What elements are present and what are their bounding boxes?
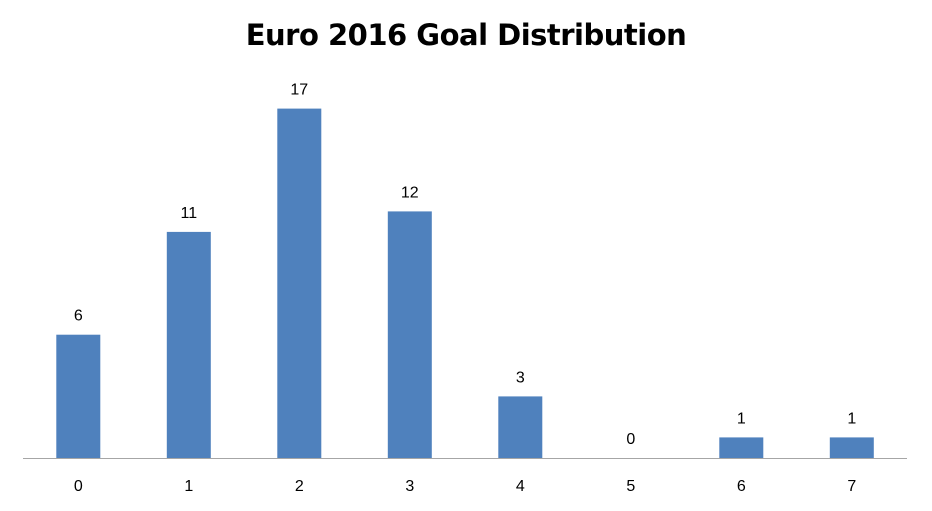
data-label-7: 1	[847, 410, 856, 427]
data-label-3: 12	[401, 184, 419, 201]
bar-4	[498, 396, 543, 459]
x-tick-labels-layer: 0 1 2 3 4 5 6 7	[74, 478, 856, 495]
x-tick-label-4: 4	[516, 478, 525, 495]
bar-1	[166, 231, 211, 458]
data-label-0: 6	[74, 308, 83, 325]
x-tick-label-1: 1	[184, 478, 193, 495]
bar-3	[387, 211, 432, 458]
chart-title: Euro 2016 Goal Distribution	[245, 18, 687, 52]
bars-layer	[56, 108, 874, 459]
bar-7	[829, 437, 874, 458]
bar-2	[277, 108, 322, 458]
data-label-2: 17	[290, 82, 308, 99]
x-tick-label-2: 2	[295, 478, 304, 495]
data-label-5: 0	[626, 431, 635, 448]
data-label-1: 11	[180, 205, 197, 222]
x-tick-label-6: 6	[737, 478, 746, 495]
x-tick-label-7: 7	[847, 478, 856, 495]
data-label-6: 1	[737, 410, 746, 427]
x-tick-label-3: 3	[405, 478, 414, 495]
x-tick-label-0: 0	[74, 478, 83, 495]
data-label-4: 3	[516, 369, 525, 386]
bar-0	[56, 334, 101, 458]
bar-6	[719, 437, 764, 458]
x-tick-label-5: 5	[626, 478, 635, 495]
